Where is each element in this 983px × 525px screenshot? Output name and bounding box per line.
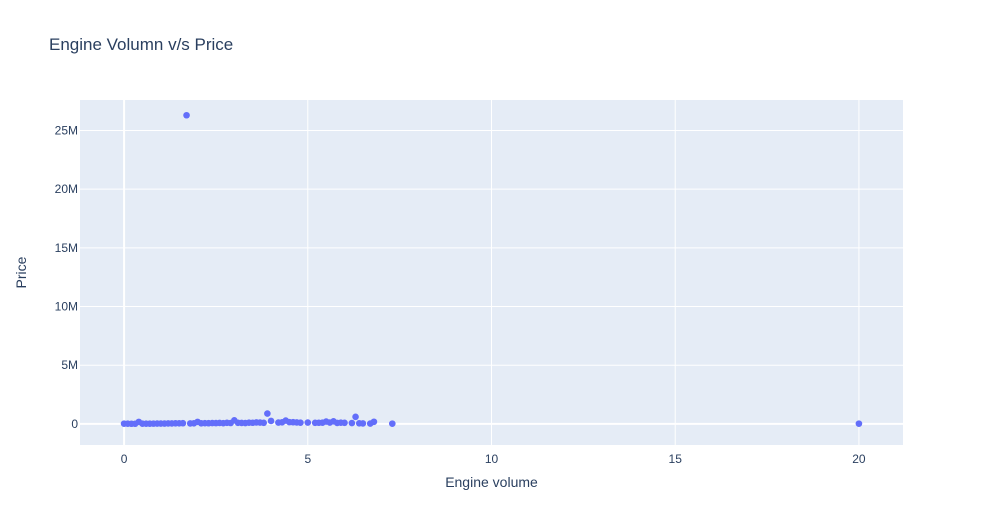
data-point[interactable] (359, 420, 367, 427)
y-tick-label: 15M (55, 241, 78, 255)
data-point[interactable] (304, 419, 312, 426)
y-tick-label: 0 (71, 417, 78, 431)
data-point[interactable] (319, 419, 326, 427)
data-point[interactable] (348, 419, 356, 427)
x-tick-label: 0 (121, 452, 128, 466)
y-tick-label: 10M (55, 300, 78, 314)
x-tick-label: 15 (669, 452, 683, 466)
data-point[interactable] (179, 419, 187, 427)
y-tick-label: 25M (55, 124, 78, 138)
x-tick-label: 10 (485, 452, 499, 466)
data-point[interactable] (297, 419, 304, 427)
data-point[interactable] (389, 420, 396, 427)
y-axis-title: Price (13, 256, 29, 288)
x-axis-title: Engine volume (445, 474, 538, 490)
data-point[interactable] (278, 419, 286, 426)
data-point[interactable] (352, 413, 359, 421)
data-point[interactable] (267, 417, 275, 425)
data-point[interactable] (326, 419, 334, 426)
data-point[interactable] (190, 420, 198, 427)
x-tick-label: 5 (304, 452, 311, 466)
data-point[interactable] (227, 419, 234, 427)
x-tick-label: 20 (852, 452, 866, 466)
tick-label-layer: 0 5 10 15 20 0 5M 10M 15M 20M 25M (55, 124, 866, 466)
data-point[interactable] (855, 420, 863, 427)
data-point[interactable] (131, 420, 139, 428)
data-point[interactable] (260, 419, 268, 427)
data-point[interactable] (341, 419, 348, 427)
y-tick-label: 20M (55, 182, 78, 196)
data-point[interactable] (183, 111, 190, 119)
y-tick-label: 5M (61, 358, 78, 372)
chart-title: Engine Volumn v/s Price (49, 35, 233, 54)
data-point[interactable] (264, 410, 271, 417)
marker-layer[interactable] (120, 111, 863, 428)
data-point[interactable] (366, 420, 374, 427)
